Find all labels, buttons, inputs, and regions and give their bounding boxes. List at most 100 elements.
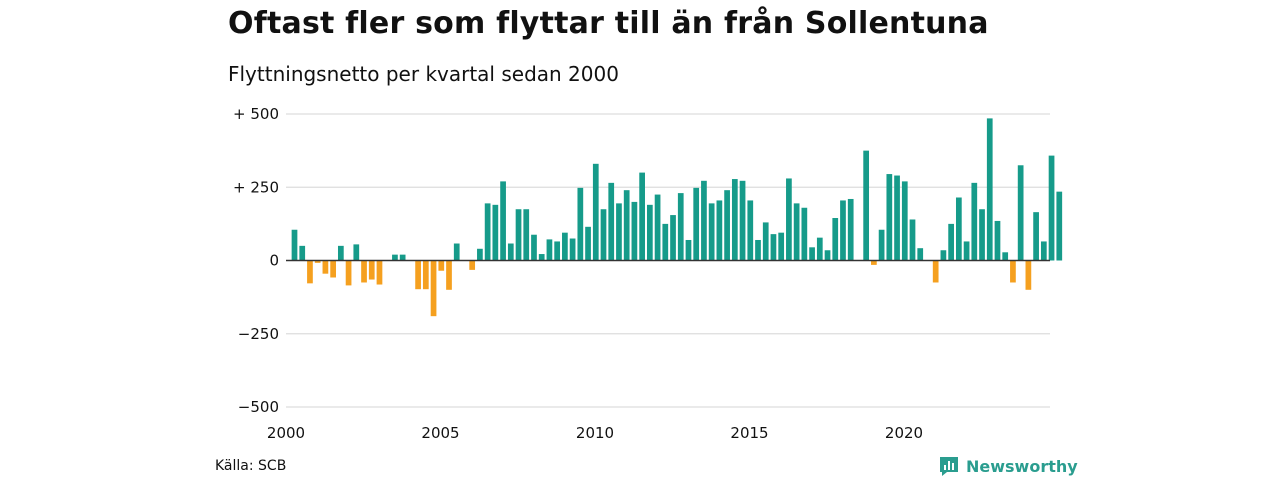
- bar: [330, 260, 336, 278]
- x-tick-label: 2015: [730, 424, 768, 442]
- bar: [940, 250, 947, 261]
- x-tick-label: 2005: [421, 424, 459, 442]
- bar: [654, 194, 661, 261]
- bar: [994, 220, 1001, 261]
- y-tick-label: −250: [238, 325, 279, 343]
- x-tick-label: 2020: [885, 424, 923, 442]
- bar: [337, 245, 344, 261]
- bar: [739, 180, 746, 261]
- bar: [430, 260, 437, 317]
- bar: [646, 204, 653, 261]
- bar: [979, 209, 985, 261]
- y-tick-label: + 500: [233, 105, 279, 123]
- bar: [932, 260, 939, 283]
- bar: [677, 193, 684, 261]
- bar: [986, 118, 993, 261]
- bar: [770, 234, 777, 261]
- brand-logo: Newsworthy: [938, 455, 1078, 477]
- bar: [1025, 260, 1032, 290]
- bar: [1040, 241, 1047, 261]
- bar: [577, 187, 584, 261]
- bar: [1056, 191, 1063, 261]
- bar: [515, 209, 522, 261]
- bar: [901, 181, 908, 261]
- bar: [724, 190, 730, 261]
- bar: [446, 260, 452, 290]
- bar: [871, 260, 877, 265]
- bar: [685, 239, 692, 261]
- bar: [1002, 252, 1009, 261]
- bar: [291, 229, 298, 261]
- brand-name: Newsworthy: [966, 456, 1078, 476]
- bar: [701, 180, 707, 261]
- bar: [840, 200, 846, 261]
- bar: [1033, 212, 1039, 261]
- y-tick-label: + 250: [233, 178, 279, 196]
- bar: [399, 254, 406, 261]
- bar: [955, 197, 962, 261]
- bar: [546, 239, 553, 261]
- bar: [755, 239, 761, 261]
- bar: [824, 250, 831, 261]
- bar: [299, 245, 306, 261]
- bar: [507, 243, 514, 261]
- bar: [1017, 165, 1024, 261]
- bar: [322, 260, 329, 274]
- bar: [716, 200, 723, 261]
- bar: [639, 172, 645, 261]
- bar: [307, 260, 313, 284]
- bar: [894, 175, 900, 261]
- bar: [801, 207, 808, 261]
- bar: [392, 254, 398, 261]
- bar: [554, 241, 561, 261]
- bar: [492, 204, 499, 261]
- chart-title: Oftast fler som flyttar till än från Sol…: [228, 6, 989, 41]
- bar: [608, 182, 615, 261]
- bar: [809, 247, 815, 261]
- bar: [631, 201, 638, 261]
- bar: [484, 203, 491, 261]
- bar: [531, 234, 537, 261]
- bar: [731, 179, 738, 261]
- chart-subtitle: Flyttningsnetto per kvartal sedan 2000: [228, 62, 619, 86]
- bar: [863, 150, 870, 261]
- bar: [477, 248, 483, 261]
- bar: [361, 260, 367, 283]
- bar: [422, 260, 429, 290]
- bar: [562, 232, 568, 261]
- bar: [948, 223, 954, 261]
- bar: [708, 203, 715, 261]
- bar: [438, 260, 445, 271]
- x-tick-label: 2000: [267, 424, 305, 442]
- y-tick-label: 0: [269, 252, 279, 270]
- bar: [585, 226, 591, 261]
- bar: [786, 178, 792, 261]
- bar: [1048, 155, 1055, 261]
- bar: [693, 187, 700, 261]
- bar: [616, 203, 622, 261]
- x-tick-label: 2010: [576, 424, 614, 442]
- bar: [917, 248, 924, 261]
- bar: [1010, 260, 1016, 283]
- bar: [569, 238, 576, 261]
- bar: [747, 200, 754, 261]
- bar: [847, 198, 854, 261]
- bar: [886, 174, 893, 261]
- bar: [415, 260, 421, 290]
- bar: [816, 237, 823, 261]
- bar: [878, 229, 885, 261]
- bar: [523, 209, 530, 261]
- bar: [762, 222, 769, 261]
- bar: [778, 232, 785, 261]
- bar: [670, 215, 676, 261]
- bar: [623, 190, 630, 261]
- bar: [909, 219, 916, 261]
- bar: [592, 163, 599, 261]
- bar: [538, 254, 545, 261]
- source-note: Källa: SCB: [215, 458, 287, 474]
- bar: [314, 260, 321, 263]
- bar: [345, 260, 352, 286]
- bar: [971, 182, 978, 261]
- bar: [793, 203, 800, 261]
